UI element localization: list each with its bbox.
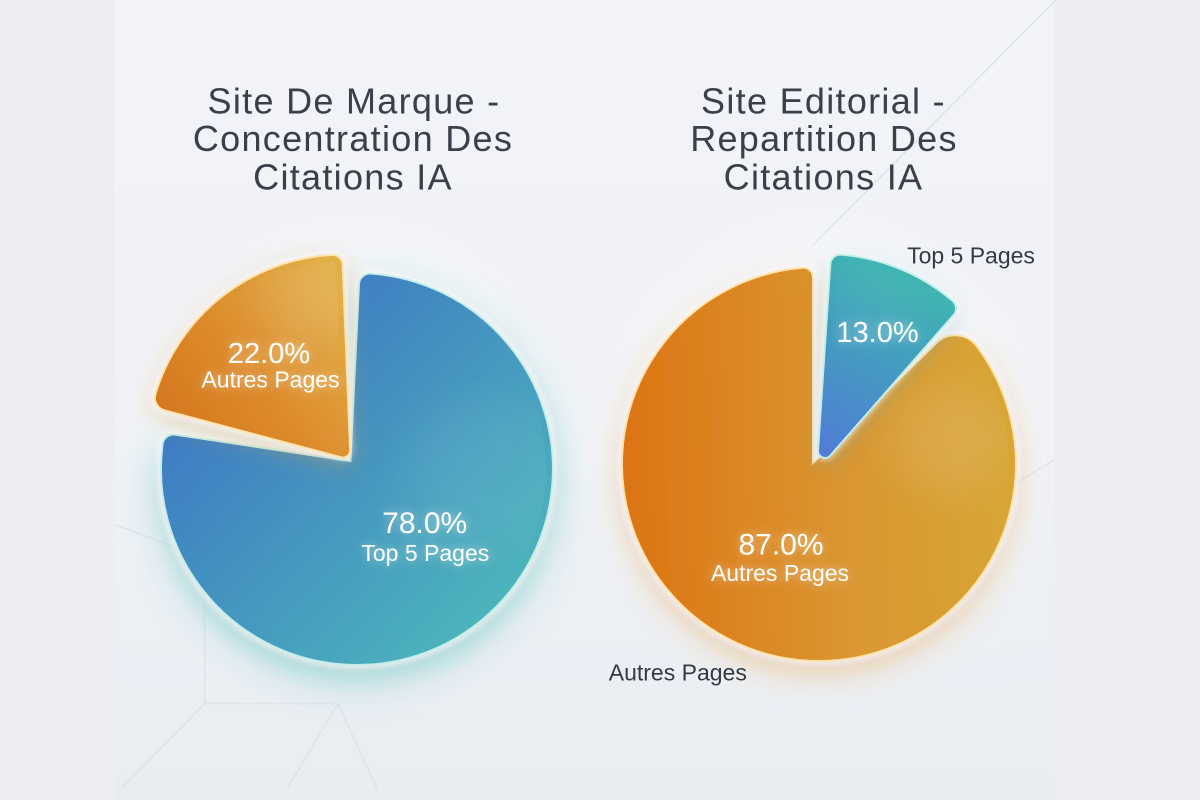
- svg-text:Top 5 Pages: Top 5 Pages: [907, 243, 1035, 269]
- svg-text:Citations IA: Citations IA: [724, 156, 924, 197]
- svg-text:13.0%: 13.0%: [836, 317, 918, 349]
- svg-text:Top 5 Pages: Top 5 Pages: [361, 540, 489, 566]
- svg-text:Concentration Des: Concentration Des: [193, 118, 513, 159]
- svg-text:Site De Marque -: Site De Marque -: [208, 81, 501, 122]
- svg-text:78.0%: 78.0%: [382, 507, 467, 540]
- svg-text:22.0%: 22.0%: [228, 338, 310, 370]
- svg-text:Repartition Des: Repartition Des: [690, 118, 958, 159]
- svg-text:Site Editorial -: Site Editorial -: [701, 81, 946, 122]
- svg-text:Citations IA: Citations IA: [253, 156, 453, 197]
- svg-text:Autres Pages: Autres Pages: [609, 660, 747, 686]
- svg-text:87.0%: 87.0%: [738, 528, 823, 561]
- svg-text:Autres Pages: Autres Pages: [711, 560, 849, 586]
- svg-text:Autres Pages: Autres Pages: [201, 367, 339, 393]
